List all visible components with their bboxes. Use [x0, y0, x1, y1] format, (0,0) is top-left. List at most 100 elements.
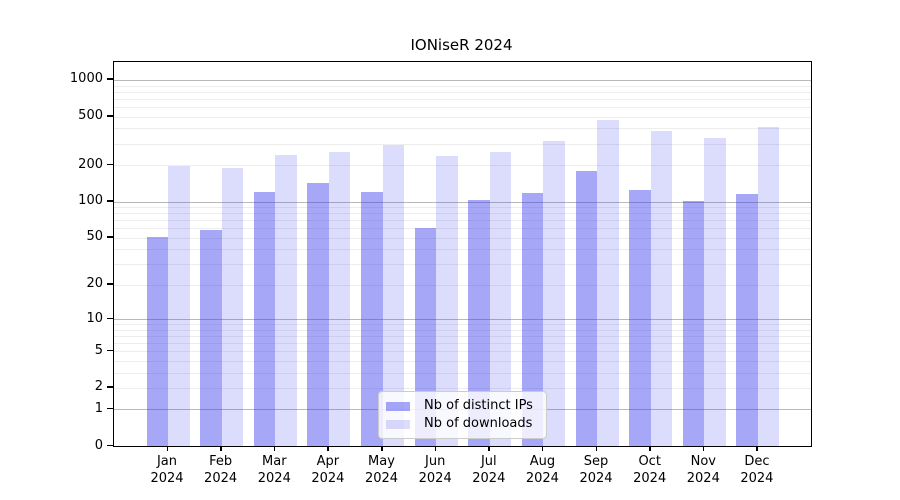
- y-tick-mark: [107, 317, 113, 319]
- bar-downloads-jun: [436, 155, 458, 446]
- bar-distinct-ips-jan: [146, 236, 168, 446]
- bar-distinct-ips-may: [361, 191, 383, 446]
- x-tick-mark: [381, 446, 383, 451]
- gridline-minor: [114, 207, 811, 208]
- gridline-minor: [114, 387, 811, 389]
- x-tick-mark: [166, 446, 168, 451]
- bar-downloads-jan: [168, 165, 190, 446]
- bar-distinct-ips-sep: [575, 171, 597, 446]
- gridline-minor: [114, 237, 811, 239]
- bar-downloads-may: [382, 145, 404, 446]
- y-tick-mark: [107, 200, 113, 202]
- y-tick-mark: [107, 283, 113, 285]
- gridline-minor: [114, 228, 811, 230]
- x-tick-label-apr: Apr 2024: [311, 454, 345, 486]
- gridline-minor: [114, 372, 811, 374]
- y-tick-label: 20: [86, 276, 103, 292]
- gridline-major: [114, 319, 811, 320]
- x-tick-label-nov: Nov 2024: [686, 454, 720, 486]
- bar-distinct-ips-nov: [682, 201, 705, 446]
- legend: Nb of distinct IPs Nb of downloads: [378, 391, 547, 439]
- legend-label-distinct-ips: Nb of distinct IPs: [424, 398, 533, 413]
- y-tick-label: 500: [78, 108, 103, 124]
- x-tick-mark: [756, 446, 758, 451]
- plot-area: [113, 61, 812, 447]
- x-tick-label-may: May 2024: [364, 454, 399, 486]
- y-tick-mark: [107, 236, 113, 238]
- y-tick-mark: [107, 444, 113, 446]
- legend-swatch-distinct-ips: [386, 401, 410, 411]
- y-tick-label: 2: [94, 379, 103, 395]
- bar-distinct-ips-apr: [307, 182, 329, 446]
- x-tick-label-sep: Sep 2024: [579, 454, 613, 486]
- bar-downloads-mar: [275, 154, 297, 446]
- gridline-minor: [114, 98, 811, 100]
- y-tick-label: 5: [94, 342, 103, 358]
- gridline-minor: [114, 249, 811, 251]
- y-tick-mark: [107, 115, 113, 117]
- x-tick-label-feb: Feb 2024: [204, 454, 238, 486]
- y-tick-mark: [107, 349, 113, 352]
- y-tick-mark: [107, 407, 113, 410]
- gridline-minor: [114, 351, 811, 353]
- x-tick-mark: [327, 446, 329, 451]
- gridline-minor: [114, 143, 811, 145]
- gridline-minor: [114, 116, 811, 118]
- y-tick-label: 200: [78, 156, 103, 172]
- y-tick-mark: [107, 78, 113, 80]
- gridline-minor: [114, 329, 811, 331]
- legend-swatch-downloads: [386, 419, 410, 429]
- gridline-minor: [114, 213, 811, 215]
- x-tick-label-oct: Oct 2024: [633, 454, 667, 486]
- x-tick-label-dec: Dec 2024: [740, 454, 774, 486]
- legend-label-downloads: Nb of downloads: [424, 416, 533, 431]
- gridline-minor: [114, 335, 811, 337]
- gridline-major: [114, 79, 811, 81]
- bar-downloads-nov: [704, 137, 726, 446]
- x-tick-mark: [541, 446, 544, 451]
- x-tick-mark: [649, 446, 651, 451]
- x-tick-mark: [702, 446, 705, 451]
- gridline-minor: [114, 107, 811, 108]
- gridline-minor: [114, 91, 811, 93]
- bar-downloads-sep: [597, 120, 619, 446]
- bar-distinct-ips-jul: [468, 200, 490, 446]
- gridline-minor: [114, 264, 811, 266]
- gridline-minor: [114, 165, 811, 166]
- x-tick-mark: [220, 446, 222, 451]
- x-tick-mark: [273, 446, 276, 451]
- bar-distinct-ips-feb: [200, 230, 222, 446]
- y-tick-label: 1: [94, 400, 103, 416]
- x-tick-label-jan: Jan 2024: [150, 454, 184, 486]
- y-tick-mark: [107, 386, 113, 388]
- legend-row-downloads: Nb of downloads: [386, 415, 538, 433]
- bar-downloads-oct: [650, 130, 673, 446]
- x-tick-label-jul: Jul 2024: [472, 454, 506, 486]
- bar-downloads-apr: [328, 152, 351, 446]
- gridline-minor: [114, 360, 811, 362]
- y-tick-label: 10: [86, 310, 103, 326]
- bar-downloads-aug: [543, 140, 565, 446]
- y-tick-label: 1000: [69, 71, 103, 87]
- gridline-minor: [114, 284, 811, 286]
- gridline-minor: [114, 220, 811, 222]
- bar-distinct-ips-mar: [253, 191, 276, 446]
- bar-downloads-dec: [757, 127, 780, 446]
- x-tick-mark: [434, 446, 437, 451]
- x-tick-label-mar: Mar 2024: [257, 454, 291, 486]
- gridline-major: [114, 201, 811, 203]
- legend-row-distinct-ips: Nb of distinct IPs: [386, 397, 538, 415]
- x-tick-mark: [595, 446, 597, 451]
- bar-distinct-ips-aug: [521, 192, 544, 446]
- y-tick-label: 0: [94, 437, 103, 453]
- gridline-minor: [114, 324, 811, 325]
- gridline-minor: [114, 85, 811, 87]
- y-tick-label: 50: [86, 229, 103, 245]
- chart-title: IONiseR 2024: [410, 36, 513, 54]
- bar-distinct-ips-oct: [629, 190, 651, 446]
- y-tick-mark: [107, 163, 113, 165]
- gridline-minor: [114, 128, 811, 130]
- bar-distinct-ips-dec: [736, 193, 758, 446]
- x-tick-label-jun: Jun 2024: [418, 454, 452, 486]
